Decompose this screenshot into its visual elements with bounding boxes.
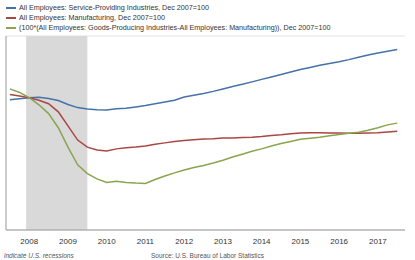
svg-text:2015: 2015 — [292, 237, 310, 246]
svg-text:2011: 2011 — [137, 237, 155, 246]
svg-text:2012: 2012 — [175, 237, 193, 246]
svg-text:2010: 2010 — [98, 237, 116, 246]
svg-text:2009: 2009 — [59, 237, 77, 246]
html-text:Source: U.S. Bureau of Labor S: Source: U.S. Bureau of Labor Statistics — [151, 252, 264, 259]
svg-text:2013: 2013 — [214, 237, 232, 246]
html-text:All Employees: Service-Providi: All Employees: Service-Providing Industr… — [19, 3, 209, 12]
svg-text:2014: 2014 — [253, 237, 271, 246]
html-text:indicate U.S. recessions: indicate U.S. recessions — [4, 252, 74, 259]
svg-text:2008: 2008 — [20, 237, 38, 246]
svg-text:2016: 2016 — [330, 237, 348, 246]
html-text:All Employees: Manufacturing,: All Employees: Manufacturing, Dec 2007=1… — [19, 13, 165, 22]
svg-text:2017: 2017 — [369, 237, 387, 246]
html-text:(100*(All Employees: Goods-Pro: (100*(All Employees: Goods-Producing Ind… — [19, 23, 331, 32]
